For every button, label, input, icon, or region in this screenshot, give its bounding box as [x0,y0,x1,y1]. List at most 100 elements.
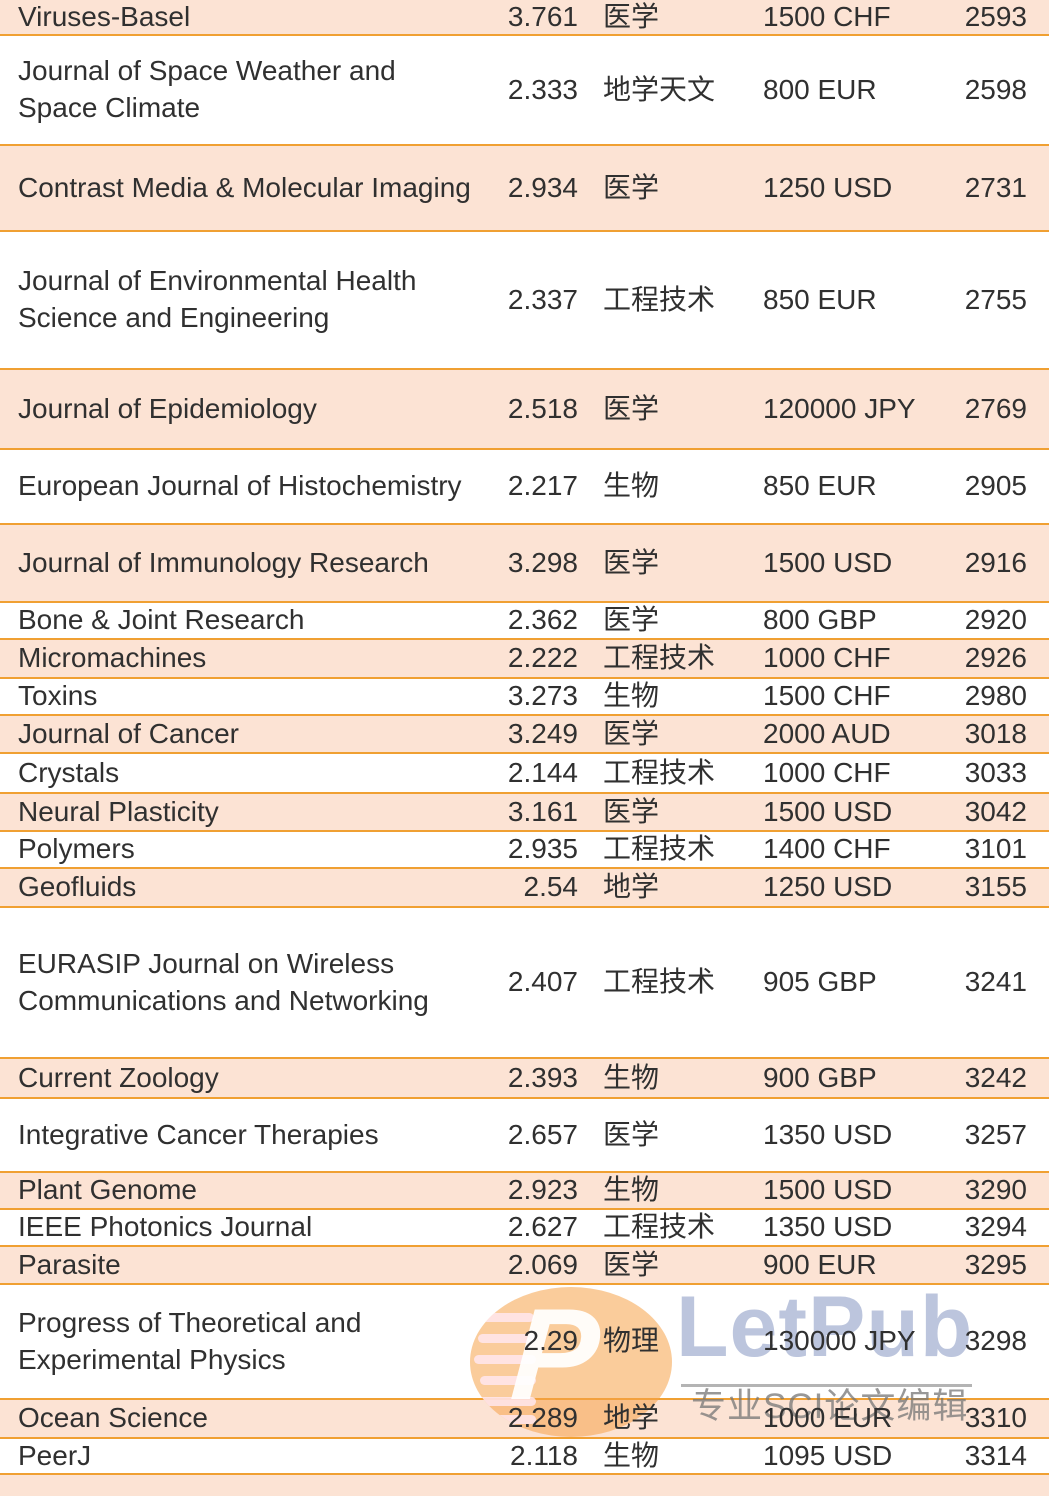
table-row: Journal of Space Weather and Space Clima… [0,34,1049,144]
category-cell: 工程技术 [603,642,716,674]
table-row: Current Zoology 2.393 生物 900 GBP 3242 [0,1057,1049,1097]
category-cell: 医学 [603,392,660,424]
table-row: Parasite 2.069 医学 900 EUR 3295 [0,1245,1049,1283]
journal-id-cell: 3290 [964,1174,1027,1206]
impact-factor-cell: 2.144 [507,756,578,788]
impact-factor-cell: 2.333 [507,73,578,105]
journal-name-cell: Current Zoology [18,1061,219,1093]
journal-id-cell: 3314 [964,1439,1027,1471]
journal-id-cell: 2598 [964,73,1027,105]
journal-id-cell: 3101 [964,833,1027,865]
impact-factor-cell: 3.161 [507,795,578,827]
journal-name-cell: Neural Plasticity [18,795,219,827]
fee-cell: 1350 USD [763,1118,893,1150]
journal-name-cell: Micromachines [18,642,207,674]
impact-factor-cell: 2.934 [507,171,578,203]
impact-factor-cell: 2.627 [507,1211,578,1243]
category-cell: 医学 [603,0,660,32]
table-row: Plant Genome 2.923 生物 1500 USD 3290 [0,1171,1049,1208]
category-cell: 医学 [603,795,660,827]
journal-name-cell: Plant Genome [18,1174,197,1206]
category-cell: 生物 [603,1174,660,1206]
impact-factor-cell: 3.761 [507,0,578,32]
journal-id-cell: 2926 [964,642,1027,674]
table-row: Journal of Environmental Health Science … [0,230,1049,368]
table-row: Crystals 2.144 工程技术 1000 CHF 3033 [0,752,1049,792]
table-row: Progress of Theoretical and Experimental… [0,1283,1049,1398]
category-cell: 地学 [603,871,660,903]
table-row: Geofluids 2.54 地学 1250 USD 3155 [0,867,1049,906]
journal-id-cell: 3018 [964,717,1027,749]
journal-name-cell: Polymers [18,833,135,865]
table-row: EURASIP Journal on Wireless Communicatio… [0,906,1049,1057]
fee-cell: 850 EUR [763,470,877,502]
fee-cell: 1500 CHF [763,0,891,32]
table-row: Journal of Cancer 3.249 医学 2000 AUD 3018 [0,714,1049,752]
table-row: Polymers 2.935 工程技术 1400 CHF 3101 [0,830,1049,867]
journal-name-cell: European Journal of Histochemistry [18,470,462,502]
journal-name-cell: Geofluids [18,871,137,903]
journal-name-cell: Journal of Cancer [18,717,240,749]
table-row: Toxins 3.273 生物 1500 CHF 2980 [0,677,1049,714]
category-cell: 物理 [603,1325,660,1357]
table-row: Journal of Immunology Research 3.298 医学 150… [0,523,1049,601]
journal-id-cell: 3241 [964,966,1027,998]
fee-cell: 850 EUR [763,283,877,315]
journal-name-cell: Integrative Cancer Therapies [18,1118,379,1150]
journal-id-cell: 2731 [964,171,1027,203]
fee-cell: 1250 USD [763,171,893,203]
journal-name-cell: Parasite [18,1248,121,1280]
impact-factor-cell: 2.362 [507,604,578,636]
journal-id-cell: 3033 [964,756,1027,788]
impact-factor-cell: 2.518 [507,392,578,424]
category-cell: 医学 [603,171,660,203]
category-cell: 医学 [603,1118,660,1150]
impact-factor-cell: 2.29 [523,1325,579,1357]
impact-factor-cell: 2.289 [507,1402,578,1434]
fee-cell: 130000 JPY [763,1325,916,1357]
journal-name-cell: EURASIP Journal on Wireless Communicatio… [18,947,429,1016]
fee-cell: 1250 USD [763,871,893,903]
table-row: Ocean Science 2.289 地学 1000 EUR 3310 [0,1398,1049,1437]
impact-factor-cell: 2.069 [507,1248,578,1280]
fee-cell: 1000 CHF [763,642,891,674]
impact-factor-cell: 2.935 [507,833,578,865]
fee-cell: 800 GBP [763,604,877,636]
table-row: Contrast Media & Molecular Imaging 2.934 医… [0,144,1049,230]
impact-factor-cell: 2.923 [507,1174,578,1206]
fee-cell: 2000 AUD [763,717,891,749]
category-cell: 医学 [603,604,660,636]
journal-id-cell: 2769 [964,392,1027,424]
journal-name-cell: Ocean Science [18,1402,208,1434]
fee-cell: 1350 USD [763,1211,893,1243]
impact-factor-cell: 2.222 [507,642,578,674]
category-cell: 生物 [603,680,660,712]
fee-cell: 1500 CHF [763,680,891,712]
journal-id-cell: 3294 [964,1211,1027,1243]
journal-id-cell: 2755 [964,283,1027,315]
impact-factor-cell: 3.273 [507,680,578,712]
journal-name-cell: PeerJ [18,1439,92,1471]
impact-factor-cell: 2.657 [507,1118,578,1150]
fee-cell: 1500 USD [763,546,893,578]
table-row: Micromachines 2.222 工程技术 1000 CHF 2926 [0,638,1049,677]
journal-id-cell: 3298 [964,1325,1027,1357]
journal-name-cell: Crystals [18,756,120,788]
table-row: IEEE Photonics Journal 2.627 工程技术 1350 USD 3… [0,1208,1049,1245]
impact-factor-cell: 2.337 [507,283,578,315]
impact-factor-cell: 2.118 [510,1439,578,1471]
journal-id-cell: 3257 [964,1118,1027,1150]
fee-cell: 1400 CHF [763,833,891,865]
table-row [0,1473,1049,1496]
journal-id-cell: 2593 [964,0,1027,32]
fee-cell: 1000 CHF [763,756,891,788]
journal-id-cell: 2916 [964,546,1027,578]
category-cell: 工程技术 [603,966,716,998]
journal-name-cell: IEEE Photonics Journal [18,1211,313,1243]
journal-name-cell: Journal of Immunology Research [18,546,429,578]
journal-name-cell: Journal of Epidemiology [18,392,317,424]
impact-factor-cell: 3.249 [507,717,578,749]
journal-name-cell: Journal of Space Weather and Space Clima… [18,55,396,123]
fee-cell: 1500 USD [763,795,893,827]
